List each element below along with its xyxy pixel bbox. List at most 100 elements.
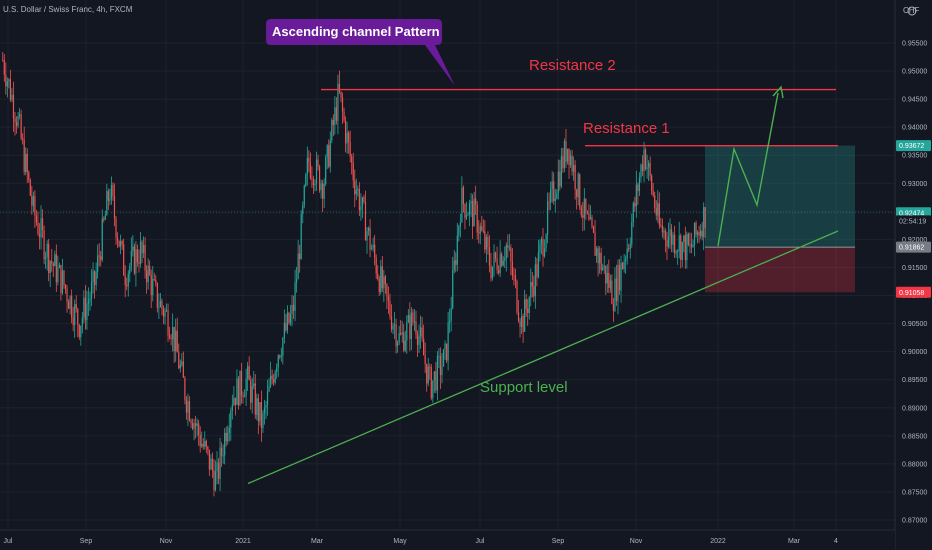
candle-body xyxy=(155,279,157,284)
candle-body xyxy=(317,159,319,167)
candle-body xyxy=(49,261,51,274)
candle-body xyxy=(547,201,549,235)
candle-body xyxy=(496,258,498,270)
candle-body xyxy=(462,187,465,205)
time-axis-background[interactable] xyxy=(0,530,895,550)
candle-body xyxy=(375,257,377,274)
candle-body xyxy=(407,315,409,323)
candle-body xyxy=(696,232,699,235)
candle-body xyxy=(184,377,186,400)
candle-body xyxy=(332,120,334,125)
candle-body xyxy=(204,440,206,447)
candle-body xyxy=(524,299,526,332)
candle-body xyxy=(456,235,458,265)
candle-body xyxy=(92,271,94,282)
candle-body xyxy=(657,203,659,216)
position-stop-zone[interactable] xyxy=(705,247,855,293)
candle-body xyxy=(465,214,468,218)
candle-body xyxy=(106,191,108,216)
candle-body xyxy=(268,386,270,392)
position-target-zone[interactable] xyxy=(705,145,855,248)
candle-body xyxy=(152,278,154,296)
price-tag-label: 02:54:19 xyxy=(899,218,926,225)
candle-body xyxy=(468,203,471,215)
candle-body xyxy=(602,267,604,271)
candle-body xyxy=(256,398,258,415)
candle-body xyxy=(138,262,140,264)
candle-body xyxy=(605,265,607,284)
candle-body xyxy=(498,269,500,274)
candle-body xyxy=(655,208,657,216)
candle-body xyxy=(537,252,540,278)
time-tick-label: Sep xyxy=(552,538,565,545)
candle-body xyxy=(473,198,475,227)
candle-body xyxy=(329,140,331,167)
candle-body xyxy=(410,312,412,340)
time-axis[interactable]: Jul Sep Nov 2021 Mar May Jul Sep Nov 2022 Mar 4 xyxy=(4,538,839,545)
candle-body xyxy=(135,249,137,274)
candle-body xyxy=(230,410,232,428)
candle-body xyxy=(563,141,566,169)
candle-body xyxy=(2,59,4,61)
candle-body xyxy=(14,118,16,123)
candle-body xyxy=(257,398,259,422)
candle-body xyxy=(326,145,328,158)
candle-body xyxy=(318,166,321,191)
candle-body xyxy=(484,231,486,250)
candle-body xyxy=(93,271,96,286)
candle-body xyxy=(658,203,660,225)
candle-body xyxy=(80,325,82,338)
candle-body xyxy=(603,265,605,268)
settings-icon[interactable] xyxy=(907,6,917,16)
symbol-title: U.S. Dollar / Swiss Franc, 4h, FXCM xyxy=(3,5,133,14)
candle-body xyxy=(516,281,518,313)
candle-body xyxy=(661,225,663,233)
candle-body xyxy=(403,332,405,351)
candle-body xyxy=(234,397,236,405)
candle-body xyxy=(101,218,103,260)
candle-body xyxy=(325,157,327,185)
candle-body xyxy=(372,244,374,249)
candle-body xyxy=(355,190,357,195)
candle-body xyxy=(29,179,31,196)
price-tag xyxy=(896,286,931,298)
candle-body xyxy=(20,114,22,139)
candle-body xyxy=(386,283,388,297)
candle-body xyxy=(291,304,293,315)
callout-box[interactable] xyxy=(266,19,455,86)
resistance-1-label: Resistance 1 xyxy=(583,120,670,137)
candle-body xyxy=(401,332,403,335)
support-trendline[interactable] xyxy=(247,230,839,485)
candle-body xyxy=(231,404,233,411)
candle-body xyxy=(539,244,541,253)
candle-body xyxy=(432,380,434,399)
candle-body xyxy=(366,231,368,241)
candle-body xyxy=(626,248,628,259)
candle-body xyxy=(69,296,71,309)
candle-body xyxy=(288,312,290,324)
candle-body xyxy=(502,260,504,266)
candle-body xyxy=(334,107,336,125)
projection-path[interactable] xyxy=(717,92,779,247)
candle-body xyxy=(170,338,172,340)
candle-body xyxy=(421,327,423,339)
candle-body xyxy=(303,185,305,206)
candle-body xyxy=(472,200,474,227)
candle-body xyxy=(527,308,529,313)
price-axis-background[interactable] xyxy=(895,0,932,550)
currency-label: CHF xyxy=(903,6,920,15)
grid xyxy=(0,0,895,530)
candle-body xyxy=(279,355,281,358)
candle-body xyxy=(406,322,408,341)
candle-body xyxy=(397,342,399,347)
candle-body xyxy=(418,336,420,345)
candle-body xyxy=(57,267,59,283)
price-axis[interactable]: 0.87000 0.87500 0.88000 0.88500 0.89000 0.895… xyxy=(902,41,927,525)
candle-body xyxy=(700,230,702,236)
candle-body xyxy=(475,198,477,205)
candle-body xyxy=(519,320,521,327)
candle-body xyxy=(45,257,47,260)
price-tag-label: 0.91862 xyxy=(899,245,924,252)
